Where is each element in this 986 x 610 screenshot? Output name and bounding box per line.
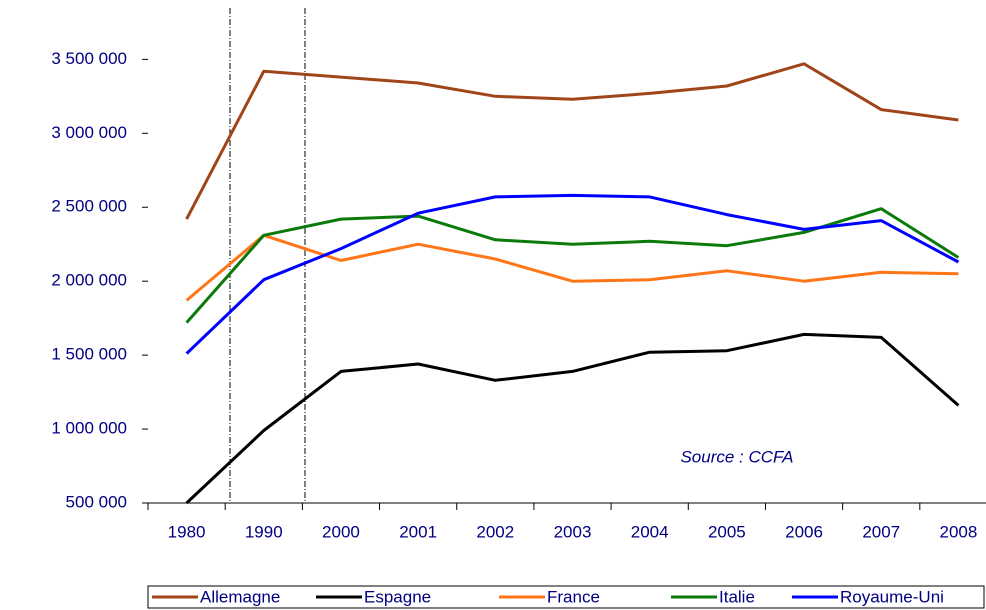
y-tick-label: 1 000 000 — [51, 419, 127, 438]
series-line — [185, 332, 960, 505]
y-tick-label: 500 000 — [66, 492, 127, 511]
x-tick-label: 2008 — [939, 522, 977, 541]
legend-label: Italie — [719, 587, 755, 606]
x-tick-label: 1990 — [245, 522, 283, 541]
series-line — [185, 62, 959, 220]
annotation: Source : CCFA — [680, 447, 793, 466]
legend-label: Royaume-Uni — [840, 587, 944, 606]
series-line — [185, 207, 960, 324]
x-tick-label: 2006 — [785, 522, 823, 541]
y-tick-label: 1 500 000 — [51, 345, 127, 364]
x-tick-label: 2003 — [554, 522, 592, 541]
series-line — [185, 193, 960, 355]
y-tick-label: 3 000 000 — [51, 123, 127, 142]
legend-label: Allemagne — [200, 587, 280, 606]
x-tick-label: 2002 — [476, 522, 514, 541]
x-tick-label: 2004 — [631, 522, 669, 541]
x-tick-label: 2005 — [708, 522, 746, 541]
series-line — [185, 233, 959, 302]
y-tick-label: 2 500 000 — [51, 197, 127, 216]
x-tick-label: 2000 — [322, 522, 360, 541]
legend-label: Espagne — [364, 587, 431, 606]
y-tick-label: 3 500 000 — [51, 49, 127, 68]
x-tick-label: 2001 — [399, 522, 437, 541]
y-tick-label: 2 000 000 — [51, 271, 127, 290]
x-tick-label: 2007 — [862, 522, 900, 541]
legend-label: France — [547, 587, 600, 606]
legend-box — [147, 585, 985, 609]
x-tick-label: 1980 — [168, 522, 206, 541]
